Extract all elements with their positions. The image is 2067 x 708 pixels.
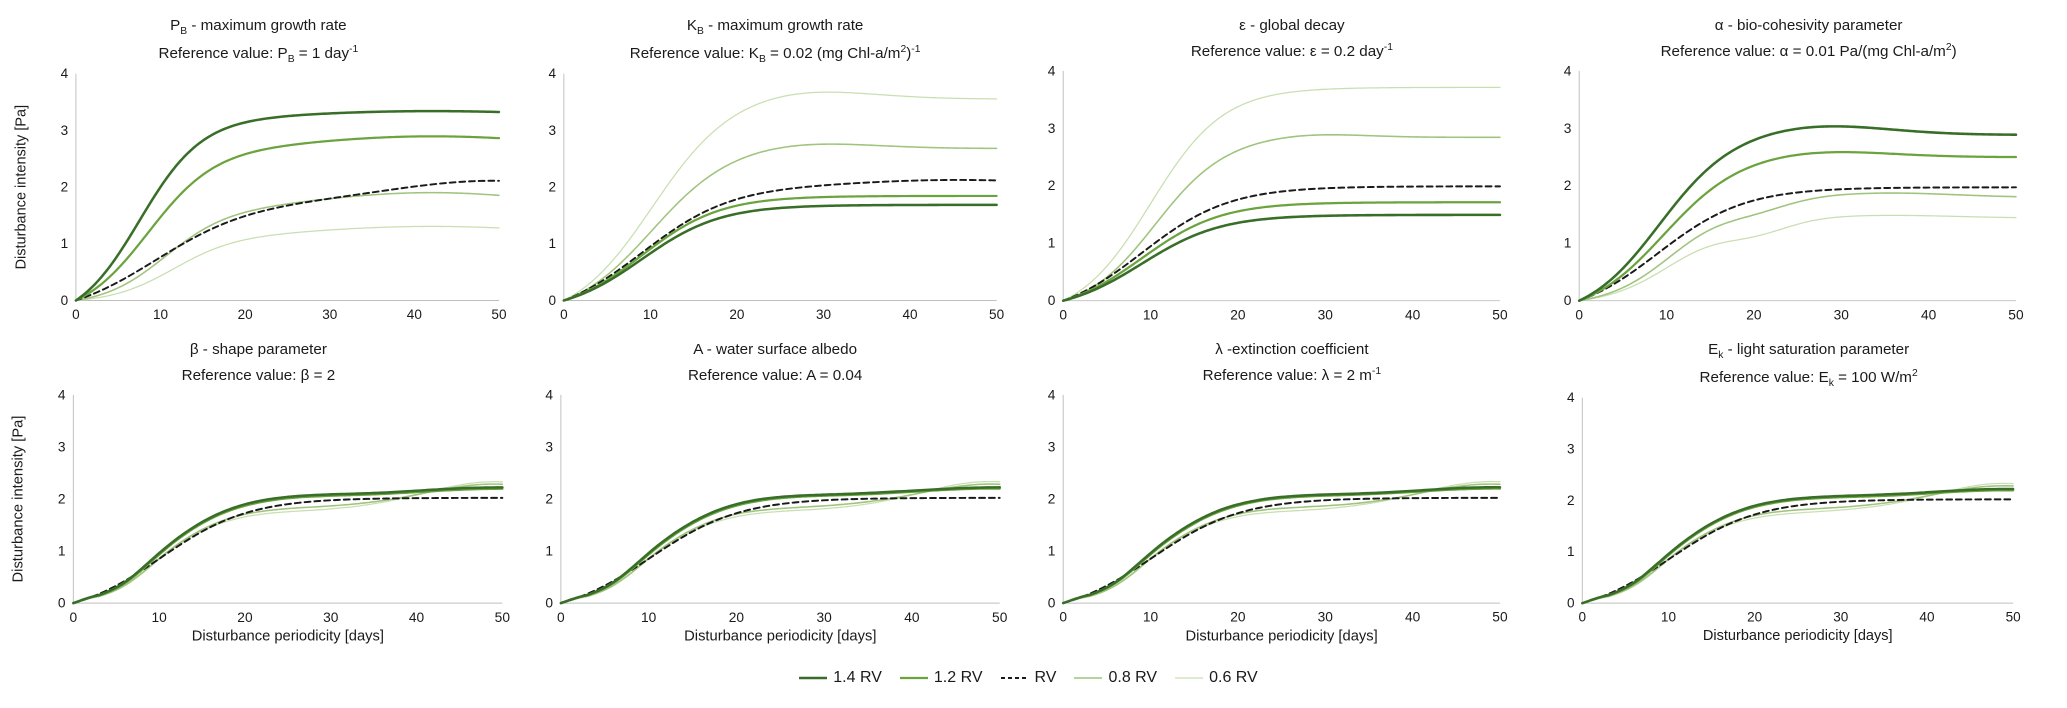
- svg-text:10: 10: [153, 307, 168, 322]
- svg-text:0: 0: [1047, 293, 1055, 308]
- svg-text:0: 0: [1567, 596, 1575, 611]
- svg-text:30: 30: [1317, 609, 1333, 624]
- svg-text:1: 1: [548, 236, 556, 251]
- svg-text:30: 30: [1834, 307, 1850, 322]
- svg-text:2: 2: [1564, 178, 1572, 193]
- svg-text:40: 40: [409, 609, 425, 624]
- svg-text:20: 20: [1230, 307, 1246, 322]
- svg-text:0: 0: [1059, 307, 1067, 322]
- svg-text:50: 50: [2009, 307, 2025, 322]
- svg-text:20: 20: [237, 609, 253, 624]
- svg-text:3: 3: [58, 439, 66, 454]
- svg-text:2: 2: [1567, 493, 1575, 508]
- svg-text:40: 40: [1404, 609, 1420, 624]
- svg-text:1: 1: [61, 236, 69, 251]
- svg-text:1: 1: [1047, 543, 1055, 558]
- svg-text:4: 4: [1567, 392, 1575, 405]
- svg-text:50: 50: [992, 609, 1008, 624]
- svg-text:40: 40: [1404, 307, 1420, 322]
- svg-text:Disturbance periodicity [days]: Disturbance periodicity [days]: [1185, 628, 1377, 644]
- svg-text:3: 3: [1047, 121, 1055, 136]
- svg-text:30: 30: [1317, 307, 1333, 322]
- svg-text:50: 50: [1492, 307, 1508, 322]
- svg-text:10: 10: [1142, 307, 1158, 322]
- svg-text:3: 3: [1564, 121, 1572, 136]
- svg-text:50: 50: [2006, 610, 2021, 625]
- svg-text:0: 0: [70, 609, 78, 624]
- svg-text:4: 4: [548, 68, 556, 81]
- svg-text:40: 40: [1921, 307, 1937, 322]
- svg-text:10: 10: [643, 307, 658, 322]
- svg-text:1: 1: [58, 543, 66, 558]
- svg-text:50: 50: [1492, 609, 1508, 624]
- svg-text:30: 30: [322, 307, 337, 322]
- svg-text:2: 2: [548, 180, 556, 195]
- svg-text:3: 3: [548, 123, 556, 138]
- svg-text:0: 0: [548, 293, 556, 308]
- svg-text:1: 1: [545, 543, 553, 558]
- svg-text:3: 3: [61, 123, 69, 138]
- svg-text:20: 20: [729, 307, 744, 322]
- svg-text:20: 20: [238, 307, 253, 322]
- svg-text:1: 1: [1564, 235, 1572, 250]
- svg-text:0: 0: [560, 307, 568, 322]
- svg-text:1: 1: [1047, 235, 1055, 250]
- svg-text:0: 0: [1059, 609, 1067, 624]
- svg-text:2: 2: [545, 491, 553, 506]
- svg-text:10: 10: [641, 609, 657, 624]
- svg-text:0: 0: [1579, 610, 1587, 625]
- svg-text:0: 0: [545, 595, 553, 610]
- svg-text:Disturbance periodicity [days]: Disturbance periodicity [days]: [684, 628, 876, 644]
- svg-text:0: 0: [61, 293, 69, 308]
- svg-text:40: 40: [904, 609, 920, 624]
- svg-text:3: 3: [1047, 439, 1055, 454]
- svg-text:10: 10: [151, 609, 167, 624]
- svg-text:10: 10: [1142, 609, 1158, 624]
- svg-text:2: 2: [61, 180, 69, 195]
- svg-text:4: 4: [61, 68, 69, 81]
- svg-text:2: 2: [58, 491, 66, 506]
- svg-text:30: 30: [816, 609, 832, 624]
- svg-text:2: 2: [1047, 178, 1055, 193]
- svg-text:20: 20: [1747, 610, 1762, 625]
- svg-text:0: 0: [557, 609, 565, 624]
- svg-text:4: 4: [545, 389, 553, 402]
- svg-text:3: 3: [545, 439, 553, 454]
- svg-text:50: 50: [989, 307, 1004, 322]
- svg-text:40: 40: [1920, 610, 1935, 625]
- svg-text:0: 0: [58, 595, 66, 610]
- svg-text:40: 40: [407, 307, 422, 322]
- svg-text:10: 10: [1659, 307, 1675, 322]
- svg-text:4: 4: [1047, 389, 1055, 402]
- svg-text:20: 20: [729, 609, 745, 624]
- svg-text:50: 50: [495, 609, 511, 624]
- svg-text:4: 4: [1047, 65, 1055, 78]
- svg-text:30: 30: [323, 609, 339, 624]
- svg-text:1: 1: [1567, 544, 1575, 559]
- svg-text:20: 20: [1230, 609, 1246, 624]
- svg-text:Disturbance periodicity [days]: Disturbance periodicity [days]: [192, 628, 384, 644]
- svg-text:0: 0: [72, 307, 80, 322]
- svg-text:Disturbance intensity [Pa]: Disturbance intensity [Pa]: [14, 105, 30, 270]
- svg-text:50: 50: [491, 307, 506, 322]
- svg-text:0: 0: [1047, 595, 1055, 610]
- svg-text:Disturbance intensity [Pa]: Disturbance intensity [Pa]: [10, 415, 26, 582]
- svg-text:4: 4: [58, 389, 66, 402]
- svg-text:4: 4: [1564, 65, 1572, 78]
- svg-text:10: 10: [1661, 610, 1676, 625]
- svg-text:Disturbance periodicity [days]: Disturbance periodicity [days]: [1703, 628, 1893, 644]
- svg-text:30: 30: [816, 307, 831, 322]
- svg-text:3: 3: [1567, 442, 1575, 457]
- svg-text:20: 20: [1747, 307, 1763, 322]
- svg-text:30: 30: [1834, 610, 1849, 625]
- svg-text:0: 0: [1564, 293, 1572, 308]
- svg-text:40: 40: [902, 307, 917, 322]
- svg-text:0: 0: [1576, 307, 1584, 322]
- svg-text:2: 2: [1047, 491, 1055, 506]
